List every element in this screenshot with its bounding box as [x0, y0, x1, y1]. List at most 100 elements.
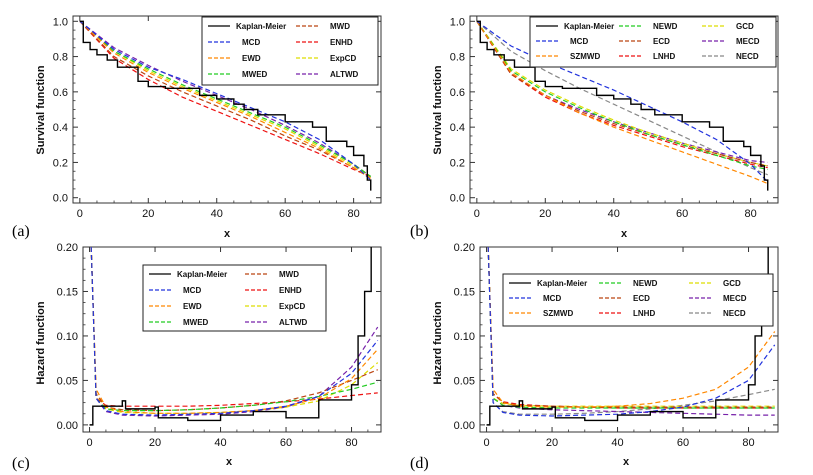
series-line-altwd [79, 20, 372, 178]
legend-label: MCD [543, 294, 561, 303]
x-tick-label: 80 [347, 208, 359, 220]
legend-label: SZMWD [570, 52, 600, 61]
legend-label: Kaplan-Meier [177, 270, 227, 279]
y-tick-label: 0.8 [53, 52, 68, 64]
y-tick-label: 0.4 [53, 122, 68, 134]
legend-label: LNHD [653, 52, 675, 61]
y-tick-label: 0.6 [450, 87, 465, 99]
legend-label: MCD [242, 38, 260, 47]
legend: Kaplan-Meier MCD EWD MWED MWD ENHD ExpCD ALTWD [201, 16, 379, 86]
legend-label: GCD [723, 279, 741, 288]
series-line-altwd [90, 247, 379, 417]
legend-label: MCD [183, 286, 201, 295]
legend-label: MWED [183, 318, 209, 327]
y-tick-label: 0.6 [53, 87, 68, 99]
legend-label: EWD [242, 54, 261, 63]
legend-label: GCD [736, 22, 754, 31]
y-tick-label: 0.20 [454, 242, 475, 254]
legend-label: Kaplan-Meier [537, 279, 587, 288]
y-axis-label: Hazard function [35, 301, 47, 384]
series-line-kaplan-meier [79, 20, 372, 191]
legend-label: NECD [723, 309, 746, 318]
y-tick-label: 0.0 [450, 193, 465, 205]
y-tick-label: 0.8 [450, 52, 465, 64]
chart-panel-3: 0.00 0.05 0.10 0.15 0.20 0 20 40 60 80 x Hazard fun… [12, 242, 382, 472]
y-tick-label: 0.10 [454, 331, 475, 343]
series-line-mcd [79, 20, 372, 181]
legend-label: MWD [279, 270, 299, 279]
series-line-newd [487, 247, 775, 409]
legend-label: SZMWD [543, 309, 573, 318]
y-axis-label: Survival function [432, 65, 444, 155]
series-line-mcd [487, 247, 776, 417]
legend-label: MECD [736, 37, 760, 46]
y-tick-label: 0.05 [454, 375, 475, 387]
series-line-gcd [476, 20, 768, 167]
legend-label: ECD [653, 37, 670, 46]
y-tick-label: 0.4 [450, 122, 465, 134]
panel-label: (c) [12, 455, 30, 472]
legend: Kaplan-Meier MCD SZMWD NEWD ECD LNHD GCD MECD NE… [502, 273, 774, 327]
legend-box [529, 16, 777, 68]
x-axis-label: x [226, 456, 233, 468]
x-tick-label: 40 [211, 208, 223, 220]
legend-label: ExpCD [330, 54, 356, 63]
x-tick-label: 40 [611, 437, 623, 449]
y-tick-label: 1.0 [53, 16, 68, 28]
x-tick-label: 40 [214, 437, 226, 449]
x-tick-label: 40 [608, 208, 620, 220]
legend-label: MCD [570, 37, 588, 46]
y-tick-label: 0.00 [57, 420, 78, 432]
x-tick-label: 60 [280, 437, 292, 449]
legend-label: EWD [183, 302, 202, 311]
y-tick-label: 1.0 [450, 16, 465, 28]
y-tick-label: 0.15 [454, 286, 475, 298]
series-line-lnhd [476, 20, 768, 169]
series-group [486, 247, 776, 426]
series-line-mwd [79, 20, 372, 179]
legend: Kaplan-Meier MCD SZMWD NEWD ECD LNHD GCD MECD NE… [529, 16, 777, 68]
legend-box [502, 273, 774, 327]
x-tick-label: 60 [677, 437, 689, 449]
x-tick-label: 80 [744, 208, 756, 220]
panel-label: (b) [410, 223, 429, 240]
x-tick-label: 20 [546, 437, 558, 449]
series-line-szmwd [487, 247, 776, 408]
legend-label: MWD [330, 22, 350, 31]
series-line-mwed [79, 20, 372, 178]
series-line-lnhd [487, 247, 775, 409]
x-tick-label: 20 [142, 208, 154, 220]
panel-label: (a) [12, 223, 30, 240]
x-tick-label: 60 [279, 208, 291, 220]
x-tick-label: 20 [539, 208, 551, 220]
series-line-ecd [476, 20, 768, 167]
series-line-mcd [90, 247, 379, 416]
series-line-necd [476, 20, 768, 176]
series-group [89, 247, 379, 426]
x-axis-label: x [621, 228, 628, 240]
x-tick-label: 20 [149, 437, 161, 449]
y-tick-label: 0.2 [53, 157, 68, 169]
legend-label: ENHD [330, 38, 353, 47]
y-tick-label: 0.05 [57, 375, 78, 387]
legend-label: MECD [723, 294, 747, 303]
series-line-kaplan-meier [476, 20, 769, 191]
legend-label: ALTWD [279, 318, 308, 327]
plot-frame [82, 246, 382, 433]
series-line-ewd [79, 20, 372, 179]
legend: Kaplan-Meier MCD EWD MWED MWD ENHD ExpCD ALTWD [142, 264, 327, 332]
series-line-gcd [487, 247, 775, 407]
chart-panel-4: 0.00 0.05 0.10 0.15 0.20 0 20 40 60 80 x Hazard fun… [410, 242, 779, 472]
legend-label: NEWD [633, 279, 658, 288]
x-tick-label: 0 [86, 437, 92, 449]
series-line-mcd [476, 20, 769, 183]
series-line-newd [476, 20, 768, 171]
y-tick-label: 0.2 [450, 157, 465, 169]
series-line-kaplan-meier [486, 247, 769, 426]
plot-frame [479, 246, 779, 433]
series-line-mwd [90, 247, 378, 412]
x-tick-label: 80 [742, 437, 754, 449]
legend-label: NECD [736, 52, 759, 61]
legend-box [142, 264, 327, 332]
